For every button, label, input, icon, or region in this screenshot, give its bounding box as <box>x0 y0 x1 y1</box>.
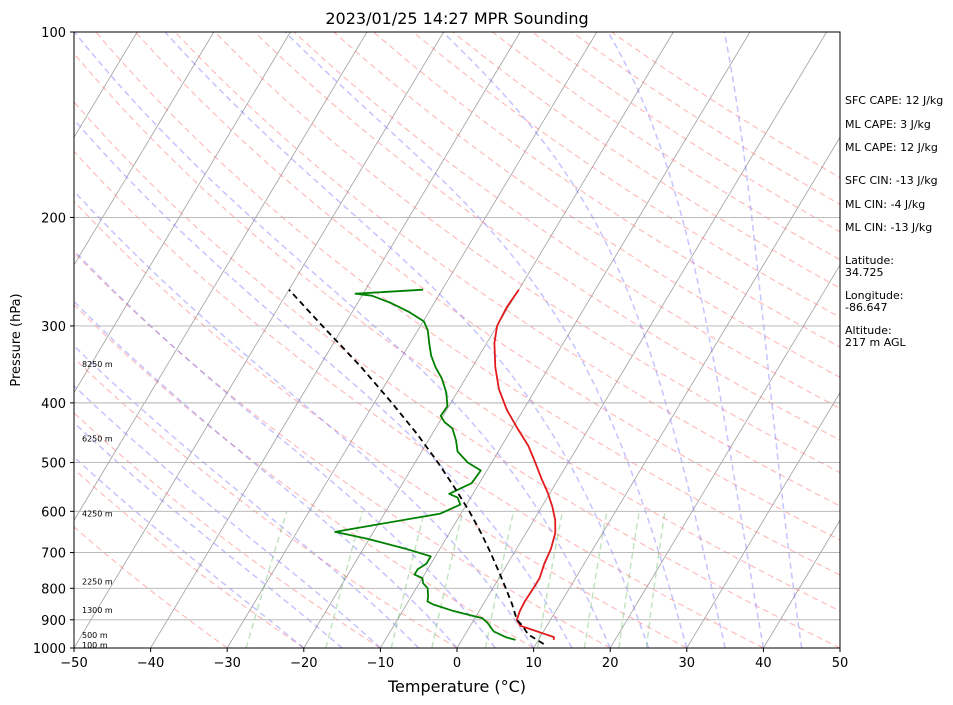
moist-adiabat-line <box>442 32 726 648</box>
x-axis: −50 −40 −30 −20 −10 0 10 20 30 40 50 <box>60 648 848 671</box>
dry-adiabat-line <box>74 251 611 648</box>
dewpoint-profile <box>334 288 516 641</box>
side-stat-line: 34.725 <box>845 266 884 279</box>
height-label: 6250 m <box>82 435 113 444</box>
isotherm-line <box>74 32 215 266</box>
dry-adiabat-line <box>452 32 840 289</box>
dry-adiabat-line <box>74 150 764 648</box>
dry-adiabat-line <box>95 32 840 576</box>
chart-title: 2023/01/25 14:27 MPR Sounding <box>325 9 588 28</box>
moist-adiabat-line <box>164 32 650 648</box>
y-tick-label: 200 <box>41 211 66 226</box>
moist-adiabat-line <box>74 300 458 648</box>
side-stats: SFC CAPE: 12 J/kg ML CAPE: 3 J/kg ML CAPE:… <box>845 94 943 349</box>
moist-adiabat-line <box>74 421 343 648</box>
isotherm-line <box>74 32 291 394</box>
x-tick-label: 0 <box>453 656 461 671</box>
dry-adiabat-line <box>74 357 458 648</box>
isotherm-line <box>380 32 751 648</box>
side-stat-line: 217 m AGL <box>845 336 907 349</box>
isotherm-line <box>74 32 138 139</box>
pressure-grid <box>74 216 840 621</box>
temperature-profile <box>493 289 557 640</box>
moist-adiabat-line <box>74 384 381 648</box>
height-label: 100 m <box>82 641 108 650</box>
side-stat-line: Altitude: <box>845 324 892 337</box>
isotherm-line <box>686 391 840 648</box>
x-tick-label: −30 <box>213 656 240 671</box>
side-stat-line: -86.647 <box>845 301 887 314</box>
profile-series <box>288 288 557 645</box>
y-axis: 100 200 300 400 500 600 700 800 900 1000 <box>33 26 74 657</box>
x-tick-label: −10 <box>367 656 394 671</box>
x-tick-label: 30 <box>679 656 696 671</box>
y-tick-label: 1000 <box>33 642 66 657</box>
y-tick-label: 500 <box>41 457 66 472</box>
isotherm-line <box>533 136 840 648</box>
height-label: 8250 m <box>82 360 113 369</box>
side-stat-line: ML CIN: -4 J/kg <box>845 198 925 211</box>
y-tick-label: 600 <box>41 505 66 520</box>
dry-adiabat-line <box>74 52 840 612</box>
y-tick-label: 700 <box>41 547 66 562</box>
x-axis-title: Temperature (°C) <box>387 677 526 696</box>
x-tick-label: −20 <box>290 656 317 671</box>
isotherm-line <box>609 264 840 648</box>
moist-adiabat-line <box>607 32 765 648</box>
height-label: 500 m <box>82 631 108 640</box>
parcel-path <box>288 289 545 645</box>
x-tick-label: 10 <box>525 656 542 671</box>
moist-adiabat-line <box>284 32 688 648</box>
side-stat-line: SFC CAPE: 12 J/kg <box>845 94 943 107</box>
y-tick-label: 300 <box>41 320 66 335</box>
x-tick-label: −50 <box>60 656 87 671</box>
dry-adiabat-line <box>174 32 840 507</box>
height-label: 1300 m <box>82 606 113 615</box>
side-stat-line: ML CIN: -13 J/kg <box>845 221 932 234</box>
side-stat-line: SFC CIN: -13 J/kg <box>845 174 938 187</box>
y-tick-label: 100 <box>41 26 66 41</box>
isotherm-line <box>74 32 444 648</box>
side-stat-line: Latitude: <box>845 254 894 267</box>
moist-adiabat-line <box>74 189 535 648</box>
moist-adiabat-line <box>74 344 420 648</box>
dry-adiabat-line <box>333 32 840 379</box>
dry-adiabat-line <box>74 412 381 648</box>
x-tick-label: 40 <box>755 656 772 671</box>
isotherm-line <box>456 32 827 648</box>
height-label: 2250 m <box>82 578 113 587</box>
dry-adiabat-line <box>74 200 688 648</box>
dry-adiabat-line <box>373 32 840 348</box>
moist-adiabat-line <box>74 32 611 648</box>
isotherm-line <box>226 32 598 648</box>
dry-adiabat-line <box>134 32 840 541</box>
y-tick-label: 900 <box>41 614 66 629</box>
moist-adiabat-line <box>723 32 803 648</box>
side-stat-line: ML CAPE: 12 J/kg <box>845 141 938 154</box>
isotherm-line <box>763 519 840 648</box>
isotherm-line <box>303 32 674 648</box>
dry-adiabat-line <box>74 303 534 648</box>
moist-adiabat-line <box>74 456 305 648</box>
dry-adiabat-line <box>74 526 228 648</box>
y-tick-label: 800 <box>41 582 66 597</box>
height-label: 4250 m <box>82 510 113 519</box>
y-tick-label: 400 <box>41 397 66 412</box>
dry-adiabat-line <box>74 468 305 648</box>
dry-adiabat-line <box>214 32 840 474</box>
x-tick-label: −40 <box>137 656 164 671</box>
dry-adiabat-line <box>74 101 840 648</box>
side-stat-line: ML CAPE: 3 J/kg <box>845 118 931 131</box>
moist-adiabat-line <box>74 249 496 648</box>
y-axis-title: Pressure (hPa) <box>9 293 24 386</box>
x-tick-label: 20 <box>602 656 619 671</box>
isotherm-line <box>74 32 368 522</box>
side-stat-line: Longitude: <box>845 289 903 302</box>
x-tick-label: 50 <box>832 656 849 671</box>
